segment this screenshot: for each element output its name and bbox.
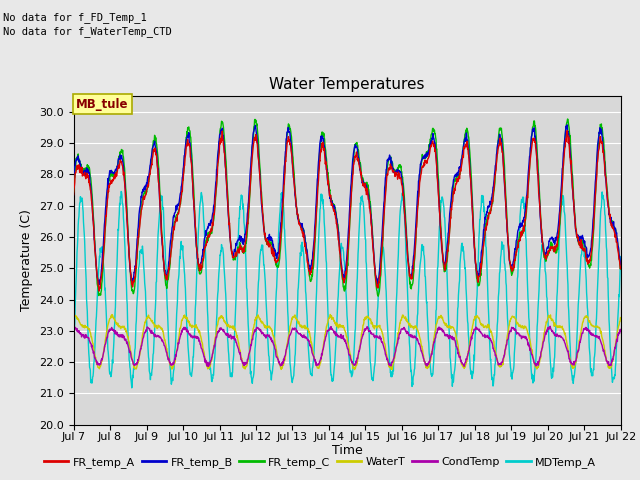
Text: No data for f_WaterTemp_CTD: No data for f_WaterTemp_CTD (3, 26, 172, 37)
Text: MB_tule: MB_tule (76, 97, 129, 110)
X-axis label: Time: Time (332, 444, 363, 457)
Y-axis label: Temperature (C): Temperature (C) (20, 209, 33, 312)
Text: No data for f_FD_Temp_1: No data for f_FD_Temp_1 (3, 12, 147, 23)
Title: Water Temperatures: Water Temperatures (269, 77, 425, 92)
Legend: FR_temp_A, FR_temp_B, FR_temp_C, WaterT, CondTemp, MDTemp_A: FR_temp_A, FR_temp_B, FR_temp_C, WaterT,… (40, 452, 600, 472)
